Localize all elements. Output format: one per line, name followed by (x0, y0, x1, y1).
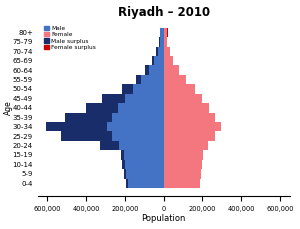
Bar (106, 122, 164, 131)
Bar (164, 37, 167, 46)
Bar (46, 122, 106, 131)
Bar (156, 46, 158, 56)
Bar (154, 56, 164, 65)
Bar (118, 103, 164, 112)
Bar (167, 28, 168, 37)
Bar (160, 28, 164, 37)
Bar (122, 160, 125, 169)
Bar (164, 28, 167, 37)
Bar (164, 150, 203, 160)
Bar (121, 150, 124, 160)
Bar (136, 75, 141, 84)
Bar (125, 160, 164, 169)
Bar (160, 37, 164, 46)
Bar (164, 131, 215, 141)
Text: Age: Age (4, 101, 13, 115)
Bar (164, 169, 202, 179)
Bar (122, 84, 133, 94)
Bar (164, 84, 195, 94)
X-axis label: Population: Population (142, 214, 186, 224)
Bar (100, 141, 119, 150)
Bar (152, 56, 154, 65)
Bar (102, 94, 125, 103)
Bar (126, 169, 164, 179)
Bar (164, 56, 173, 65)
Bar (158, 46, 164, 56)
Bar (128, 179, 164, 188)
Bar (164, 65, 179, 75)
Legend: Male, Female, Male surplus, Female surplus: Male, Female, Male surplus, Female surpl… (43, 25, 98, 51)
Bar (141, 75, 164, 84)
Bar (160, 37, 161, 46)
Bar (164, 141, 208, 150)
Bar (164, 46, 169, 56)
Bar (164, 122, 221, 131)
Bar (164, 75, 186, 84)
Bar (133, 84, 164, 94)
Bar (119, 141, 164, 150)
Bar (126, 179, 128, 188)
Bar (124, 150, 164, 160)
Bar (65, 112, 112, 122)
Bar (124, 169, 126, 179)
Bar (125, 94, 164, 103)
Bar (112, 131, 164, 141)
Bar (164, 179, 200, 188)
Bar (86, 103, 118, 112)
Bar (61, 131, 112, 141)
Bar (148, 65, 164, 75)
Bar (164, 160, 202, 169)
Bar (164, 112, 215, 122)
Title: Riyadh – 2010: Riyadh – 2010 (118, 5, 210, 19)
Bar (164, 94, 202, 103)
Bar (112, 112, 164, 122)
Bar (164, 103, 209, 112)
Bar (145, 65, 148, 75)
